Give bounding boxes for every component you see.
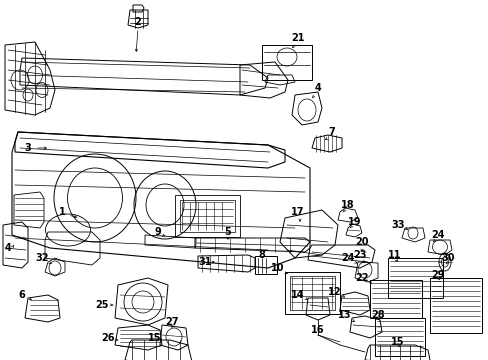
Text: 33: 33 [390, 220, 404, 230]
Text: 1: 1 [59, 207, 65, 217]
Bar [369, 280, 421, 318]
Text: 19: 19 [347, 217, 361, 227]
Text: 4: 4 [314, 83, 321, 93]
Bar [180, 200, 235, 232]
Text: 32: 32 [35, 253, 49, 263]
Text: 23: 23 [352, 250, 366, 260]
Text: 15: 15 [390, 337, 404, 347]
Text: 4: 4 [4, 243, 11, 253]
Text: 29: 29 [430, 270, 444, 280]
Bar [429, 278, 481, 333]
Bar [285, 272, 339, 314]
Text: 2: 2 [134, 17, 141, 27]
Text: 30: 30 [440, 253, 454, 263]
Text: 27: 27 [165, 317, 179, 327]
Text: 6: 6 [19, 290, 25, 300]
Text: 28: 28 [370, 310, 384, 320]
Bar [254, 256, 276, 274]
Text: 22: 22 [354, 273, 368, 283]
Text: 10: 10 [271, 263, 284, 273]
Bar [374, 318, 424, 356]
Text: 5: 5 [224, 227, 231, 237]
Text: 13: 13 [338, 310, 351, 320]
Text: 12: 12 [327, 287, 341, 297]
Bar [175, 195, 240, 237]
Text: 8: 8 [258, 250, 265, 260]
Text: 21: 21 [291, 33, 304, 43]
Text: 7: 7 [328, 127, 335, 137]
Bar [289, 276, 334, 310]
Text: 16: 16 [311, 325, 324, 335]
Bar [387, 258, 442, 298]
Bar [262, 45, 311, 80]
Text: 24: 24 [341, 253, 354, 263]
Text: 26: 26 [101, 333, 115, 343]
Text: 11: 11 [387, 250, 401, 260]
Text: 31: 31 [198, 257, 211, 267]
Text: 14: 14 [291, 290, 304, 300]
Text: 25: 25 [95, 300, 108, 310]
Text: 20: 20 [354, 237, 368, 247]
Text: 15: 15 [148, 333, 162, 343]
Text: 3: 3 [24, 143, 31, 153]
Text: 24: 24 [430, 230, 444, 240]
Text: 17: 17 [291, 207, 304, 217]
Text: 9: 9 [154, 227, 161, 237]
Text: 18: 18 [341, 200, 354, 210]
